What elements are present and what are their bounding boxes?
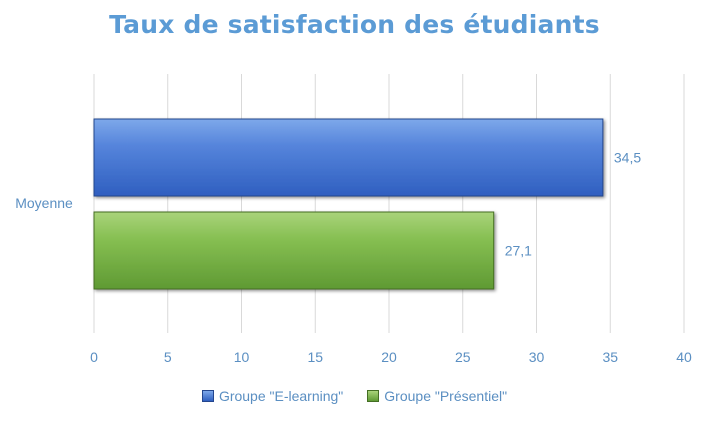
legend-item-presentiel: Groupe "Présentiel" — [367, 388, 507, 404]
gridlines — [93, 74, 685, 333]
x-tick-label: 20 — [381, 349, 397, 365]
legend-label: Groupe "E-learning" — [218, 388, 344, 404]
legend-label: Groupe "Présentiel" — [384, 388, 508, 404]
x-tick-label: 25 — [455, 349, 471, 365]
legend-swatch-green — [367, 390, 380, 402]
y-category-label: Moyenne — [15, 195, 73, 211]
x-tick-label: 35 — [602, 349, 618, 365]
x-tick-label: 5 — [164, 349, 172, 365]
bar-value-label: 27,1 — [505, 243, 532, 259]
labels: 0 5 10 15 20 25 30 35 40 Moyenne 34,5 27,1 — [15, 150, 692, 366]
bar-e-learning — [93, 118, 604, 197]
legend-item-e-learning: Groupe "E-learning" — [201, 388, 344, 404]
x-tick-label: 30 — [529, 349, 545, 365]
bar-presentiel — [93, 211, 495, 290]
bar-value-label: 34,5 — [614, 150, 641, 166]
legend-swatch-blue — [201, 390, 214, 402]
legend: Groupe "E-learning" Groupe "Présentiel" — [0, 388, 709, 404]
x-tick-label: 15 — [307, 349, 323, 365]
chart-title: Taux de satisfaction des étudiants — [109, 10, 600, 39]
bars — [93, 118, 604, 290]
x-tick-label: 10 — [234, 349, 250, 365]
x-tick-label: 0 — [90, 349, 98, 365]
x-tick-label: 40 — [676, 349, 692, 365]
